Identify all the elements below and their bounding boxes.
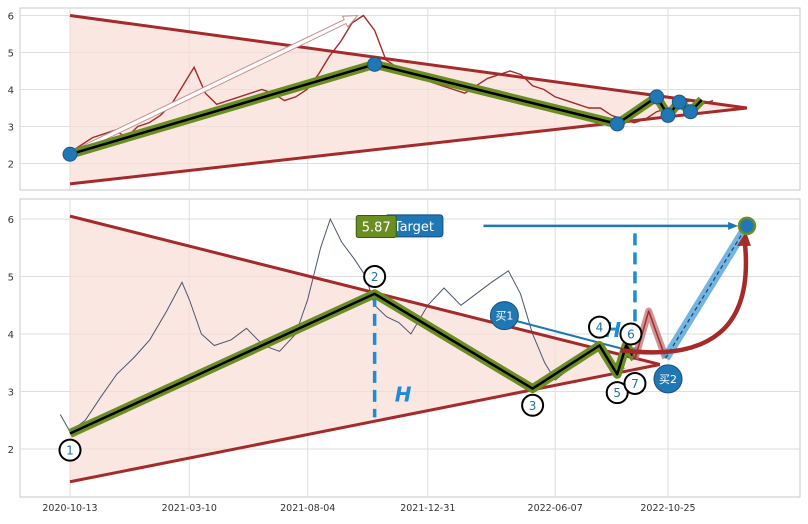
top-pivot-marker [671, 94, 687, 110]
top-upper-trendline [69, 14, 748, 110]
bot-curved-arrow-head [736, 231, 751, 246]
bot-value-box [355, 214, 397, 238]
bot-target-label: Target [393, 220, 434, 235]
bot-pivot-label: 7 [631, 377, 639, 391]
top-pivot-marker [660, 107, 676, 123]
bot-target-dashed [665, 225, 748, 359]
top-y-tick-label: 6 [8, 12, 14, 23]
bot-buy2-marker [653, 364, 683, 394]
bot-y-tick-label: 3 [8, 388, 14, 399]
top-pivot-marker [649, 89, 665, 105]
top-pivot-marker [367, 56, 383, 72]
bot-x-tick-label: 2020-10-13 [42, 503, 97, 514]
bot-buy2-label: 买2 [659, 373, 677, 386]
bot-x-tick-label: 2021-12-31 [400, 503, 455, 514]
top-pivot-marker [609, 116, 625, 132]
top-y-tick-label: 5 [8, 49, 14, 60]
bot-pivot-circle [587, 315, 611, 339]
bot-x-tick-label: 2021-03-10 [162, 503, 217, 514]
bot-pivot-circle [605, 381, 629, 405]
top-y-tick-label: 2 [8, 160, 14, 171]
bot-y-tick-label: 4 [8, 330, 14, 341]
bot-price-line [59, 217, 625, 433]
bot-pivot-label: 5 [613, 386, 621, 400]
bot-y-tick-label: 6 [8, 215, 14, 226]
bot-zigzag-line [69, 292, 637, 435]
top-price-line [69, 14, 714, 153]
bot-buy1-line [504, 316, 632, 353]
bot-lower-trendline [69, 363, 661, 484]
top-triangle-fill [70, 15, 747, 184]
bot-curved-arrow [620, 243, 749, 355]
bot-pivot-circle [619, 322, 643, 346]
bot-pivot-circle [58, 438, 82, 462]
bot-height-label: H [395, 382, 412, 406]
bot-pivot-label: 6 [627, 328, 635, 342]
top-y-tick-label: 3 [8, 123, 14, 134]
bot-pivot-circle [363, 265, 387, 288]
top-pivot-marker [62, 146, 78, 162]
bot-projected-zigzag-edge [634, 310, 667, 359]
bot-x-tick-label: 2022-10-25 [640, 503, 695, 514]
bot-pivot-label: 1 [66, 444, 74, 458]
bot-target-marker [737, 216, 757, 236]
bot-pivot-circle [623, 371, 647, 395]
bot-y-tick-label: 5 [8, 273, 14, 284]
bot-upper-trendline [69, 214, 661, 366]
bot-pivot-label: 4 [596, 321, 604, 335]
bot-target-arrow-head [728, 221, 739, 230]
bot-x-tick-label: 2021-08-04 [280, 503, 335, 514]
bot-pivot-label: 2 [371, 270, 379, 284]
top-y-tick-label: 4 [8, 86, 14, 97]
top-projection-arrow [68, 14, 359, 157]
bot-pivot-label: 3 [529, 399, 537, 413]
bot-pivot-circle [521, 393, 545, 417]
bot-value-label: 5.87 [362, 220, 391, 235]
bot-y-tick-label: 2 [8, 445, 14, 456]
bot-x-tick-label: 2022-06-07 [528, 503, 583, 514]
top-pivot-marker [683, 104, 699, 120]
bot-buy1-label: 买1 [495, 310, 513, 323]
bot-triangle-fill [70, 216, 660, 482]
top-lower-trendline [69, 106, 748, 186]
bot-buy1-marker [489, 301, 519, 331]
